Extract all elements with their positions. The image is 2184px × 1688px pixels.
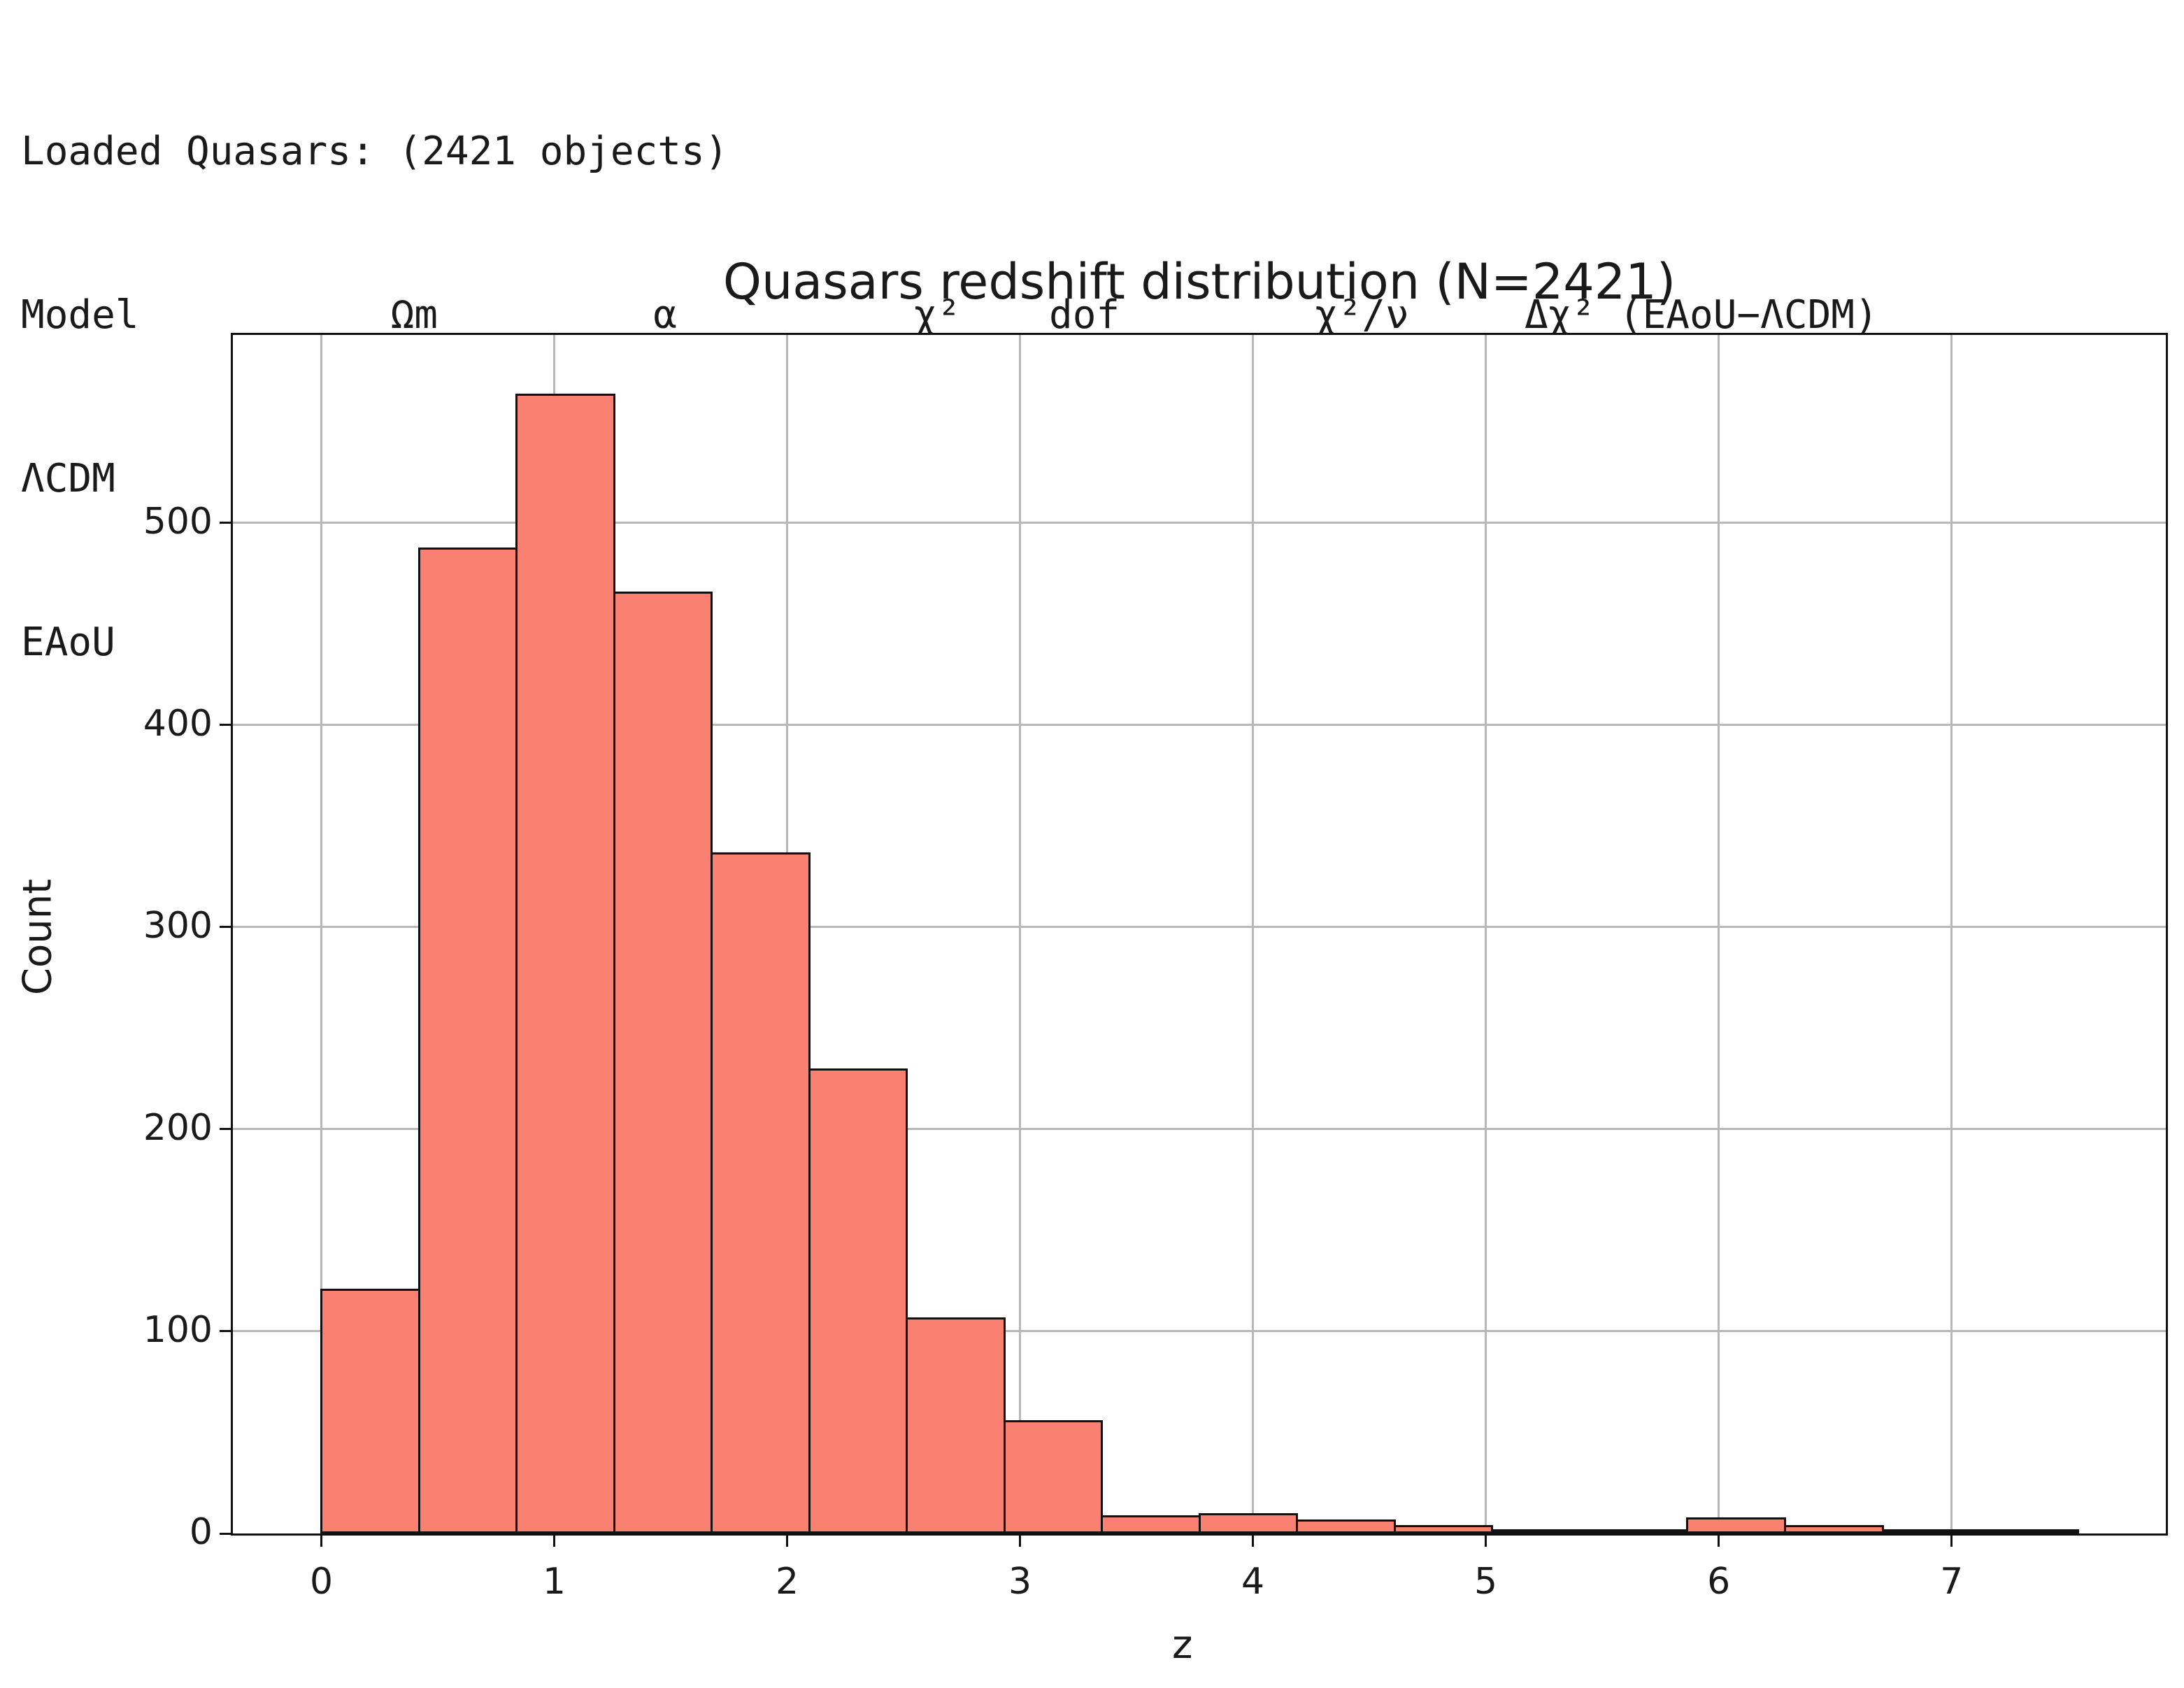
y-tick-label: 400: [143, 702, 213, 745]
x-tick-label: 7: [1940, 1561, 1964, 1603]
histogram-bar: [515, 393, 615, 1533]
histogram-plot-area: [231, 333, 2168, 1536]
histogram-bar: [808, 1068, 908, 1533]
x-tick: [1718, 1536, 1720, 1547]
chart-title: Quasars redshift distribution (N=2421): [722, 253, 1676, 310]
x-gridline: [320, 335, 323, 1533]
histogram-bar: [1296, 1519, 1396, 1533]
header-model: Model: [21, 292, 139, 338]
y-tick-label: 0: [189, 1511, 213, 1553]
header-dof: dof: [1049, 292, 1120, 338]
y-gridline: [233, 1330, 2166, 1333]
histogram-bar: [417, 547, 518, 1533]
results-row-lcdm: ΛCDM 0.79943 nan 104316.79363 2420 43.10…: [21, 452, 1993, 506]
histogram-bar: [1491, 1529, 1591, 1533]
results-header-row: Model Ωm α χ² dof χ²/ν Δχ² (EAoU−ΛCDM): [21, 288, 1878, 343]
header-chi2-nu: χ²/ν: [1315, 292, 1409, 338]
y-gridline: [233, 522, 2166, 524]
histogram-bar: [1784, 1525, 1884, 1533]
header-chi2: χ²: [913, 292, 961, 338]
y-tick-label: 100: [143, 1308, 213, 1351]
x-tick-label: 5: [1474, 1561, 1498, 1603]
histogram-bar: [1003, 1420, 1104, 1533]
console-output: Loaded Quasars: (2421 objects) Model Ωm …: [21, 15, 1993, 724]
y-tick: [220, 1532, 231, 1535]
x-gridline: [1950, 335, 1953, 1533]
y-axis-title: Count: [15, 878, 61, 996]
header-alpha: α: [653, 292, 677, 338]
x-tick: [1019, 1536, 1022, 1547]
y-tick: [220, 724, 231, 727]
x-tick-label: 4: [1241, 1561, 1265, 1603]
cell-model: ΛCDM: [21, 456, 115, 501]
x-axis-title: z: [1172, 1622, 1193, 1668]
y-tick: [220, 1330, 231, 1333]
histogram-bar: [320, 1289, 420, 1533]
histogram-bar: [1881, 1529, 1982, 1533]
x-tick: [1950, 1536, 1953, 1547]
x-tick-label: 6: [1707, 1561, 1731, 1603]
x-tick: [786, 1536, 789, 1547]
x-tick: [320, 1536, 323, 1547]
y-tick-label: 200: [143, 1106, 213, 1149]
histogram-bar: [1979, 1529, 2079, 1533]
y-tick: [220, 522, 231, 524]
loaded-text: Loaded Quasars: (2421 objects): [21, 129, 729, 174]
loaded-line: Loaded Quasars: (2421 objects): [21, 124, 728, 179]
header-delta-chi2: Δχ² (EAoU−ΛCDM): [1525, 292, 1878, 338]
y-tick: [220, 926, 231, 929]
histogram-bar: [613, 592, 713, 1533]
header-omega-m: Ωm: [390, 292, 438, 338]
x-tick-label: 0: [309, 1561, 334, 1603]
histogram-bar: [1686, 1517, 1787, 1533]
y-tick-label: 500: [143, 500, 213, 543]
x-gridline: [1485, 335, 1487, 1533]
y-gridline: [233, 926, 2166, 929]
y-gridline: [233, 1128, 2166, 1131]
y-gridline: [233, 724, 2166, 727]
cell-model: EAoU: [21, 620, 115, 665]
x-tick-label: 2: [776, 1561, 799, 1603]
x-gridline: [1718, 335, 1720, 1533]
x-tick: [1485, 1536, 1487, 1547]
x-gridline: [1252, 335, 1255, 1533]
y-tick-label: 300: [143, 904, 213, 947]
histogram-bar: [1198, 1513, 1299, 1533]
y-tick: [220, 1128, 231, 1131]
x-tick-label: 1: [543, 1561, 566, 1603]
x-gridline: [1019, 335, 1022, 1533]
histogram-bar: [1393, 1525, 1494, 1533]
x-tick: [1252, 1536, 1255, 1547]
histogram-bar: [711, 852, 811, 1533]
x-tick: [553, 1536, 556, 1547]
x-tick-label: 3: [1008, 1561, 1032, 1603]
histogram-bar: [906, 1317, 1006, 1533]
histogram-bar: [1588, 1529, 1689, 1533]
histogram-bar: [1101, 1515, 1201, 1533]
results-row-eaou: EAoU 0.68729 -0.50000 100573.60497 2420 …: [21, 615, 1993, 670]
